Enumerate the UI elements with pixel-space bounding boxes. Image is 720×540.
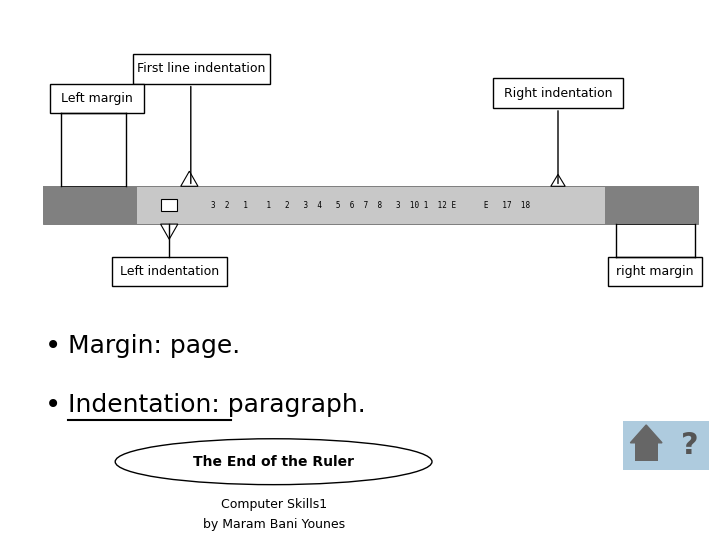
Polygon shape — [631, 425, 662, 443]
FancyBboxPatch shape — [43, 186, 137, 224]
Text: Indentation: paragraph.: Indentation: paragraph. — [68, 393, 366, 417]
FancyBboxPatch shape — [605, 186, 698, 224]
Text: Right indentation: Right indentation — [504, 86, 612, 100]
Text: Margin: page.: Margin: page. — [68, 334, 240, 357]
FancyBboxPatch shape — [112, 256, 227, 286]
FancyBboxPatch shape — [50, 84, 144, 113]
FancyBboxPatch shape — [623, 421, 709, 470]
FancyBboxPatch shape — [608, 256, 702, 286]
Text: Computer Skills1: Computer Skills1 — [220, 498, 327, 511]
Polygon shape — [551, 174, 565, 186]
FancyBboxPatch shape — [133, 54, 270, 84]
Text: Left margin: Left margin — [61, 92, 133, 105]
Text: by Maram Bani Younes: by Maram Bani Younes — [202, 518, 345, 531]
FancyBboxPatch shape — [43, 186, 698, 224]
Text: The End of the Ruler: The End of the Ruler — [193, 455, 354, 469]
FancyBboxPatch shape — [161, 199, 177, 211]
FancyBboxPatch shape — [493, 78, 623, 108]
Ellipse shape — [115, 438, 432, 485]
Text: Left indentation: Left indentation — [120, 265, 219, 278]
Text: 3  2   1    1   2   3  4   5  6  7  8   3  10 1  12 E      E   17  18: 3 2 1 1 2 3 4 5 6 7 8 3 10 1 12 E E 17 1… — [211, 201, 531, 210]
FancyBboxPatch shape — [635, 442, 658, 461]
Text: •: • — [45, 391, 61, 419]
Text: right margin: right margin — [616, 265, 694, 278]
Text: •: • — [45, 332, 61, 360]
Text: First line indentation: First line indentation — [138, 62, 266, 76]
Polygon shape — [181, 171, 198, 186]
Polygon shape — [161, 224, 178, 239]
Text: ?: ? — [680, 431, 698, 460]
